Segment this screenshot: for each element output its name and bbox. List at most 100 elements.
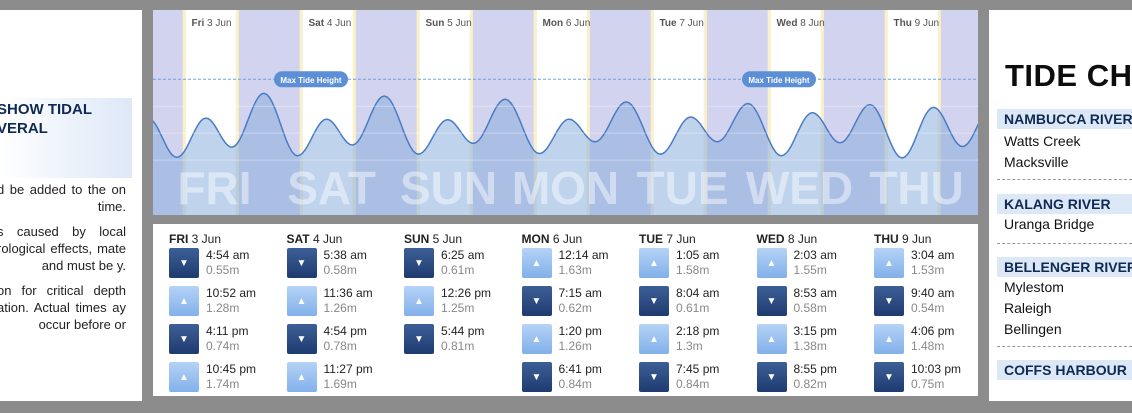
low-tide-down-arrow-icon: ▼ [639, 286, 669, 316]
info-heading-box: SHOW TIDAL VERAL [0, 98, 132, 178]
day-abbr: Tue [660, 18, 677, 29]
low-tide-down-arrow-icon: ▼ [639, 362, 669, 392]
tide-height: 0.62m [558, 301, 592, 315]
dawn-band [650, 10, 654, 215]
dusk-band [586, 10, 590, 215]
tide-time: 4:54 am [206, 248, 250, 262]
tide-time: 10:52 am [206, 286, 257, 300]
tide-height: 1.55m [793, 263, 827, 277]
tide-time: 10:03 pm [911, 362, 962, 376]
tide-height: 1.28m [206, 301, 240, 315]
tide-row: ▲ 3:04 am 1.53m [874, 248, 978, 286]
day-name: FRI [169, 232, 189, 246]
dawn-band [884, 10, 888, 215]
tide-height: 0.84m [676, 377, 710, 391]
day-date: 8 Jun [797, 18, 824, 29]
day-column: SAT 4 Jun ▼ 5:38 am 0.58m ▲ 11:36 am 1.26m ▼ 4:5… [286, 230, 397, 400]
day-column: SUN 5 Jun ▼ 6:25 am 0.61m ▲ 12:26 pm 1.25m ▼ 5:4… [404, 230, 514, 362]
day-date: 3 Jun [188, 232, 222, 246]
river-heading[interactable]: KALANG RIVER [997, 194, 1132, 214]
high-tide-up-arrow-icon: ▲ [169, 362, 199, 392]
day-date: 6 Jun [563, 18, 590, 29]
dusk-band [235, 10, 239, 215]
day-header: TUE 7 Jun [639, 230, 749, 248]
tide-time: 8:55 pm [793, 362, 837, 376]
max-tide-pill [274, 71, 348, 88]
tide-area [153, 93, 978, 215]
tide-height: 1.69m [323, 377, 357, 391]
tide-height: 0.75m [911, 377, 945, 391]
tide-row: ▲ 1:05 am 1.58m [639, 248, 749, 286]
day-header: MON 6 Jun [522, 230, 632, 248]
low-tide-down-arrow-icon: ▼ [521, 362, 552, 392]
river-heading[interactable]: NAMBUCCA RIVER [997, 109, 1132, 129]
day-date: 9 Jun [912, 18, 939, 29]
location-link[interactable]: Macksville [1004, 154, 1069, 170]
info-note: d be added to the on time. [0, 182, 126, 214]
low-tide-down-arrow-icon: ▼ [404, 324, 434, 354]
tide-time: 9:40 am [911, 286, 955, 300]
low-tide-down-arrow-icon: ▼ [169, 324, 199, 354]
day-date: 4 Jun [309, 232, 343, 246]
tide-height: 1.53m [911, 263, 945, 277]
dawn-band [767, 10, 771, 215]
dawn-band [416, 10, 420, 215]
tide-row: ▲ 2:18 pm 1.3m [639, 324, 749, 362]
tide-time: 6:41 pm [558, 362, 602, 376]
dawn-band [182, 10, 186, 215]
day-abbr: Fri [192, 18, 205, 29]
tide-height: 0.84m [558, 377, 592, 391]
day-date: 5 Jun [429, 232, 463, 246]
tide-time: 8:04 am [676, 286, 720, 300]
tide-line [153, 92, 978, 159]
day-label: Tue 7 Jun [660, 18, 704, 29]
tide-height: 0.58m [793, 301, 827, 315]
tide-row: ▼ 8:53 am 0.58m [756, 286, 867, 324]
tide-row: ▲ 1:20 pm 1.26m [521, 324, 632, 362]
day-header: THU 9 Jun [874, 230, 978, 248]
low-tide-down-arrow-icon: ▼ [169, 248, 199, 278]
day-column: THU 9 Jun ▲ 3:04 am 1.53m ▼ 9:40 am 0.54m ▲ 4:06… [874, 230, 978, 400]
high-tide-up-arrow-icon: ▲ [286, 362, 317, 392]
river-heading[interactable]: BELLENGER RIVER [997, 257, 1132, 277]
tide-row: ▼ 6:25 am 0.61m [404, 248, 514, 286]
dusk-band [469, 10, 473, 215]
day-name: MON [521, 232, 550, 246]
location-link[interactable]: Bellingen [1004, 321, 1062, 337]
tide-time: 2:03 am [793, 248, 837, 262]
max-tide-label: Max Tide Height [280, 76, 342, 85]
tide-row: ▼ 5:44 pm 0.81m [404, 324, 514, 362]
location-link[interactable]: Uranga Bridge [1004, 216, 1095, 232]
day-column: MON 6 Jun ▲ 12:14 am 1.63m ▼ 7:15 am 0.62m ▲ 1:2… [521, 230, 632, 400]
info-note: s caused by local rological effects, mat… [0, 224, 126, 273]
tide-time: 8:53 am [793, 286, 837, 300]
river-heading[interactable]: COFFS HARBOUR [997, 360, 1132, 380]
dawn-band [299, 10, 303, 215]
day-header: SAT 4 Jun [287, 230, 397, 248]
day-column: FRI 3 Jun ▼ 4:54 am 0.55m ▲ 10:52 am 1.28m ▼ 4:1… [169, 230, 279, 400]
location-link[interactable]: Mylestom [1004, 279, 1064, 295]
location-link[interactable]: Watts Creek [1004, 133, 1081, 149]
location-link[interactable]: Raleigh [1004, 300, 1052, 316]
day-date: 3 Jun [204, 18, 231, 29]
tide-row: ▲ 10:52 am 1.28m [169, 286, 279, 324]
tide-time: 7:15 am [558, 286, 602, 300]
tide-chart-area: Fri 3 Jun FRI Sat 4 Jun SAT Sun 5 Jun SUN Mon … [153, 10, 978, 215]
tide-height: 0.74m [206, 339, 240, 353]
river-group-coffs: COFFS HARBOUR [997, 360, 1132, 380]
info-notes: d be added to the on time. s caused by l… [0, 181, 126, 341]
tide-height: 0.58m [323, 263, 357, 277]
divider [997, 346, 1132, 347]
tide-time: 3:15 pm [793, 324, 837, 338]
low-tide-down-arrow-icon: ▼ [286, 324, 317, 354]
tide-height: 0.54m [911, 301, 945, 315]
menu-title: TIDE CH [1005, 58, 1132, 93]
tide-row: ▲ 4:06 pm 1.48m [874, 324, 978, 362]
tide-row: ▼ 4:11 pm 0.74m [169, 324, 279, 362]
high-tide-up-arrow-icon: ▲ [874, 248, 904, 278]
river-group-nambucca: NAMBUCCA RIVER Watts Creek Macksville [997, 109, 1132, 173]
low-tide-down-arrow-icon: ▼ [756, 362, 787, 392]
tide-forecast-panel: Fri 3 Jun FRI Sat 4 Jun SAT Sun 5 Jun SUN Mon … [153, 10, 978, 401]
tide-time: 11:36 am [323, 286, 373, 300]
river-group-kalang: KALANG RIVER Uranga Bridge [997, 194, 1132, 235]
